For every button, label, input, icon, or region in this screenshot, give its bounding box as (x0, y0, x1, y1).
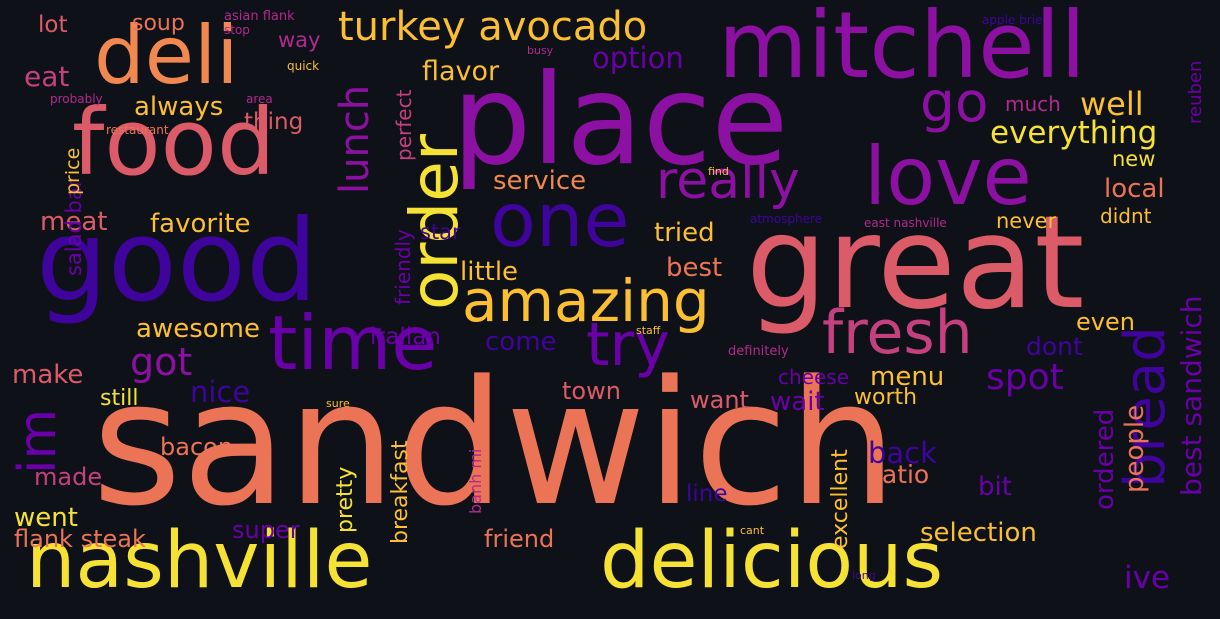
word-star: star (420, 220, 461, 244)
word-long: long (852, 569, 876, 582)
word-time: time (268, 299, 438, 387)
word-come: come (485, 327, 557, 357)
word-sure: sure (326, 397, 350, 410)
word-cheese: cheese (778, 365, 850, 389)
word-still: still (100, 386, 139, 411)
word-dont: dont (1026, 332, 1083, 361)
word-much: much (1005, 92, 1061, 116)
word-way: way (278, 28, 321, 52)
word-bit: bit (978, 472, 1012, 502)
word-fresh: fresh (822, 298, 973, 368)
word-best: best (666, 253, 723, 283)
word-mitchell: mitchell (718, 0, 1086, 99)
word-local: local (1104, 174, 1165, 204)
word-great: great (746, 189, 1085, 338)
word-never: never (996, 209, 1057, 233)
word-option: option (592, 41, 684, 75)
word-definitely: definitely (728, 344, 789, 359)
word-cant: cant (740, 524, 765, 537)
word-awesome: awesome (136, 314, 260, 344)
word-people: people (1120, 404, 1150, 493)
word-restaurant: restaurant (106, 123, 169, 137)
word-well: well (1080, 85, 1144, 123)
word-atmosphere: atmosphere (750, 212, 822, 226)
word-staff: staff (636, 324, 661, 337)
word-didnt: didnt (1100, 204, 1152, 228)
word-flavor: flavor (422, 56, 500, 87)
word-everything: everything (990, 115, 1158, 151)
word-good: good (36, 195, 318, 327)
word-tried: tried (654, 218, 715, 248)
word-amazing: amazing (462, 267, 710, 335)
word-breakfast: breakfast (388, 440, 413, 544)
word-even: even (1076, 308, 1135, 336)
word-wait: wait (770, 387, 825, 417)
word-ive: ive (1124, 560, 1171, 596)
word-town: town (562, 377, 621, 405)
word-nice: nice (190, 375, 251, 409)
word-went: went (14, 503, 78, 533)
word-place: place (452, 48, 789, 193)
word-food: food (72, 89, 276, 196)
word-italian: italian (370, 324, 441, 350)
word-go: go (920, 70, 989, 134)
word-banh-mi: banh mi (466, 448, 485, 514)
word-stop: stop (224, 23, 250, 37)
word-best-sandwich: best sandwich (1175, 295, 1208, 496)
word-selection: selection (920, 518, 1037, 548)
word-reuben: reuben (1185, 60, 1206, 124)
word-deli: deli (94, 9, 239, 102)
word-quick: quick (287, 59, 320, 73)
word-ordered: ordered (1090, 408, 1120, 510)
word-always: always (134, 92, 224, 122)
word-price: price (62, 147, 84, 195)
word-busy: busy (527, 44, 554, 57)
word-sandwich: sandwich (92, 343, 898, 544)
word-friend: friend (484, 525, 555, 553)
word-apple-brie: apple brie (982, 13, 1043, 27)
word-probably: probably (50, 92, 103, 106)
word-pretty: pretty (333, 466, 358, 533)
word-menu: menu (870, 362, 945, 392)
word-soup: soup (132, 11, 185, 36)
word-make: make (12, 360, 84, 390)
word-asian-flank: asian flank (224, 9, 295, 24)
word-patio: patio (866, 460, 930, 489)
word-bacon: bacon (160, 433, 234, 461)
word-back: back (868, 436, 937, 470)
word-nashville: nashville (26, 516, 373, 606)
word-east-nashville: east nashville (864, 216, 947, 230)
word-made: made (34, 463, 103, 491)
word-eat: eat (24, 60, 70, 93)
word-perfect: perfect (392, 89, 416, 161)
word-favorite: favorite (150, 209, 251, 239)
word-new: new (1112, 147, 1156, 171)
word-flank-steak: flank steak (14, 525, 146, 553)
word-worth: worth (854, 385, 918, 410)
word-super: super (232, 516, 300, 544)
word-spot: spot (986, 357, 1064, 398)
word-try: try (586, 310, 670, 380)
word-line: line (686, 481, 728, 507)
word-excellent: excellent (828, 449, 853, 549)
word-got: got (130, 340, 193, 384)
word-lot: lot (38, 12, 68, 38)
word-really: really (656, 151, 800, 211)
word-turkey-avocado: turkey avocado (338, 4, 648, 50)
word-love: love (864, 130, 1032, 223)
word-want: want (690, 386, 749, 414)
word-one: one (490, 176, 630, 264)
word-friendly: friendly (391, 229, 415, 305)
word-delicious: delicious (600, 516, 944, 606)
word-area: area (246, 92, 273, 106)
word-find: find (708, 165, 729, 178)
word-meat: meat (40, 207, 108, 237)
word-service: service (493, 166, 587, 196)
word-little: little (460, 257, 519, 287)
word-lunch: lunch (332, 84, 378, 194)
word-thing: thing (244, 109, 304, 135)
